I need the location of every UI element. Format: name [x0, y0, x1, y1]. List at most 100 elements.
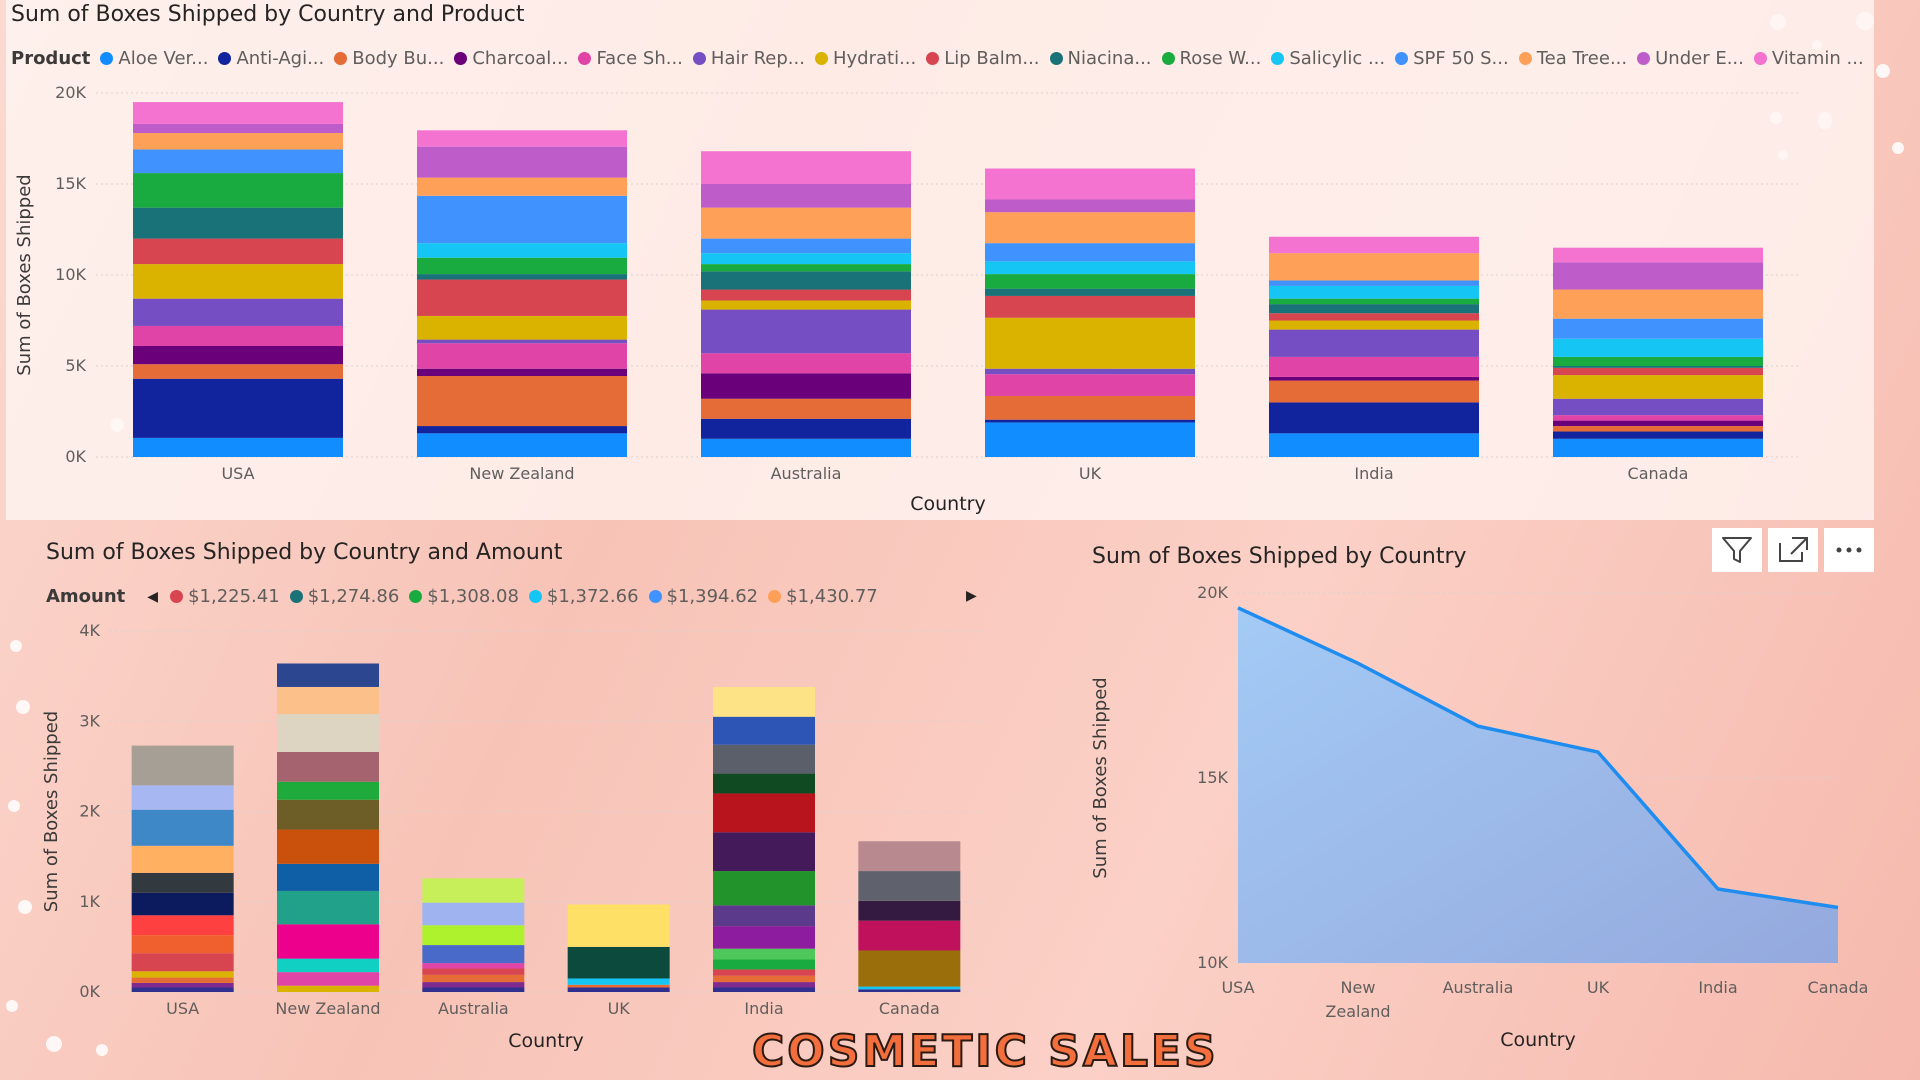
bar-segment	[713, 948, 815, 960]
legend-item[interactable]: $1,308.08	[409, 586, 519, 607]
bar-segment	[985, 317, 1195, 369]
chart-legend[interactable]: Amount ◀ $1,225.41 $1,274.86 $1,308.08 $1,3…	[46, 586, 888, 607]
legend-item[interactable]: Rose W...	[1161, 48, 1261, 69]
legend-label: Tea Tree...	[1536, 48, 1628, 69]
bar-segment	[713, 744, 815, 774]
bar-segment	[422, 974, 525, 983]
filter-button[interactable]	[1712, 528, 1762, 572]
bar-segment	[858, 841, 961, 872]
legend-label: Hair Rep...	[710, 48, 805, 69]
more-options-button[interactable]	[1824, 528, 1874, 572]
legend-item[interactable]: $1,372.66	[528, 586, 639, 607]
y-axis-label: Sum of Boxes Shipped	[41, 711, 62, 912]
chart-title: Sum of Boxes Shipped by Country	[1092, 544, 1467, 569]
bar-segment	[1553, 426, 1763, 432]
legend-item[interactable]: Hair Rep...	[692, 48, 805, 69]
bar-segment	[417, 426, 627, 434]
legend-item[interactable]: Charcoal...	[454, 48, 568, 69]
bar-segment	[417, 279, 627, 316]
more-options-icon	[1836, 547, 1862, 553]
legend-item[interactable]: SPF 50 S...	[1395, 48, 1509, 69]
bar-segment	[858, 920, 961, 951]
bar-segment	[701, 151, 911, 184]
legend-label: $1,274.86	[307, 586, 400, 607]
y-tick-label: 3K	[79, 711, 100, 730]
y-tick-label: 15K	[55, 174, 86, 193]
bar-segment	[1269, 280, 1479, 286]
legend-item[interactable]: $1,430.77	[768, 586, 878, 607]
legend-item[interactable]: Aloe Ver...	[100, 48, 208, 69]
legend-label: Lip Balm...	[944, 48, 1040, 69]
bar-segment	[1553, 338, 1763, 357]
legend-item[interactable]: $1,274.86	[289, 586, 400, 607]
product-stacked-bar-chart[interactable]: 0K 5K 10K 15K 20K Sum of Boxes Shipped Country…	[6, 0, 1874, 520]
bar-segment	[277, 924, 379, 959]
bar-segment	[1269, 298, 1479, 305]
legend-item[interactable]: Hydrati...	[814, 48, 917, 69]
bar-segment	[277, 663, 379, 687]
legend-prev-arrow-icon[interactable]: ◀	[147, 588, 159, 605]
bar-segment	[133, 264, 343, 299]
bar-segment	[277, 958, 379, 973]
legend-item[interactable]: $1,225.41	[170, 586, 280, 607]
bar-segment	[985, 288, 1195, 296]
bar-segment	[131, 872, 234, 893]
bar-segment	[567, 978, 670, 985]
bar-segment	[985, 168, 1195, 200]
legend-label: Hydrati...	[832, 48, 917, 69]
legend-title: Product	[11, 48, 91, 69]
bar-segment	[277, 985, 379, 992]
y-tick-label: 5K	[65, 356, 86, 375]
legend-item[interactable]: Body Bu...	[334, 48, 444, 69]
legend-item[interactable]: Salicylic ...	[1271, 48, 1385, 69]
bar-segment	[131, 785, 234, 810]
focus-mode-icon	[1779, 537, 1808, 562]
y-tick-label: 0K	[79, 982, 100, 1001]
bar-segment	[713, 793, 815, 833]
legend-item[interactable]: Anti-Agi...	[218, 48, 324, 69]
x-tick-label: UK	[1587, 978, 1610, 997]
bar-segment	[417, 315, 627, 340]
bar-segment	[133, 123, 343, 134]
y-axis-label: Sum of Boxes Shipped	[1090, 677, 1111, 878]
bar-segment	[701, 300, 911, 310]
legend-label: Anti-Agi...	[236, 48, 325, 69]
bar-segment	[1269, 402, 1479, 434]
bar-segment	[985, 261, 1195, 275]
legend-item[interactable]: $1,394.62	[648, 586, 758, 607]
legend-item[interactable]: Niacina...	[1049, 48, 1152, 69]
chart-legend[interactable]: Product Aloe Ver... Anti-Agi... Body Bu...…	[11, 48, 1874, 69]
bar-segment	[985, 374, 1195, 397]
bar-segment	[1553, 356, 1763, 366]
y-tick-label: 10K	[1197, 953, 1228, 972]
amount-stacked-bar-chart[interactable]: 0K 1K 2K 3K 4K Sum of Boxes Shipped Country USA…	[30, 528, 996, 1060]
bar-segment	[131, 982, 234, 988]
legend-item[interactable]: Face Sh...	[578, 48, 683, 69]
focus-mode-button[interactable]	[1768, 528, 1818, 572]
legend-item[interactable]: Under E...	[1637, 48, 1744, 69]
legend-next-arrow-icon[interactable]: ▶	[966, 588, 977, 604]
bar-segment	[701, 207, 911, 239]
legend-dot	[454, 52, 468, 65]
legend-item[interactable]: Tea Tree...	[1518, 48, 1628, 69]
legend-item[interactable]: Vitamin ...	[1753, 48, 1864, 69]
bar-segment	[133, 238, 343, 265]
bar-segment	[713, 716, 815, 745]
country-chart-panel: Sum of Boxes Shipped by Country 10K 15K 20…	[1084, 528, 1890, 1060]
bar-segment	[131, 971, 234, 978]
bar-segment	[1269, 380, 1479, 403]
bar-segment	[713, 905, 815, 927]
bar-segment	[985, 199, 1195, 213]
y-tick-label: 2K	[79, 802, 100, 821]
legend-item[interactable]: Lip Balm...	[926, 48, 1040, 69]
legend-dot	[528, 590, 542, 603]
legend-title: Amount	[46, 586, 126, 607]
bar-segment	[417, 274, 627, 280]
bar-segment	[417, 243, 627, 258]
filter-icon	[1722, 537, 1752, 563]
bar-segment	[133, 173, 343, 208]
country-area-chart[interactable]: 10K 15K 20K Sum of Boxes Shipped Country USA N…	[1084, 528, 1890, 1060]
bar-segment	[131, 935, 234, 954]
bar-segment	[985, 396, 1195, 420]
bar-segment	[1269, 285, 1479, 299]
